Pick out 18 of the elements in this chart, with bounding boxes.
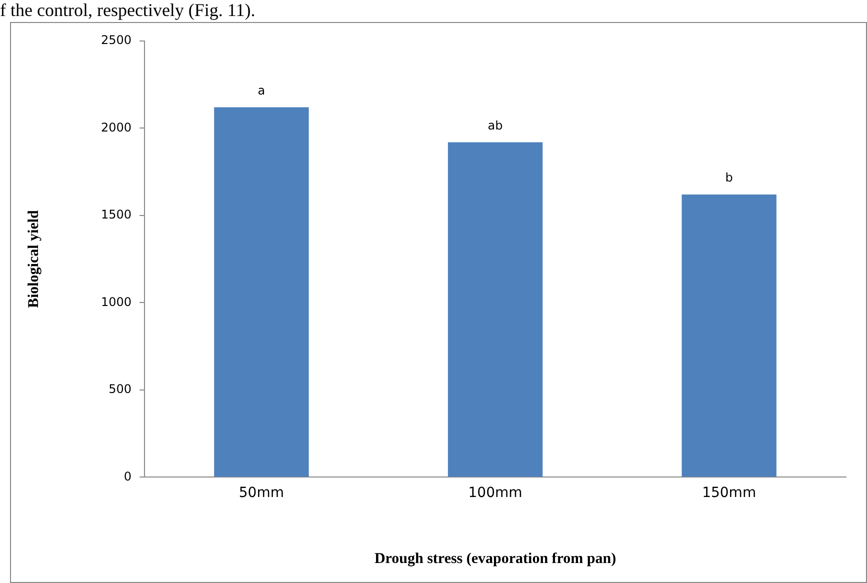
y-tick-label: 1000 xyxy=(100,294,132,309)
y-tick-label: 2500 xyxy=(100,33,132,48)
bar xyxy=(214,107,309,477)
data-label: a xyxy=(258,83,266,98)
y-tick-label: 2000 xyxy=(100,120,132,134)
y-tick-label: 0 xyxy=(124,469,132,484)
bar xyxy=(448,142,543,477)
x-tick-label: 100mm xyxy=(468,485,522,502)
x-tick-label: 50mm xyxy=(238,485,284,502)
bar xyxy=(682,194,776,477)
x-axis-title: Drough stress (evaporation from pan) xyxy=(374,550,616,567)
y-axis-title: Biological yield xyxy=(26,209,42,308)
y-tick-label: 500 xyxy=(108,382,132,396)
data-label: ab xyxy=(488,118,503,132)
data-label: b xyxy=(725,170,733,185)
y-tick-label: 1500 xyxy=(100,208,132,222)
x-tick-label: 150mm xyxy=(702,485,756,502)
text: f the control, respectively (Fig. 11). xyxy=(0,0,256,20)
